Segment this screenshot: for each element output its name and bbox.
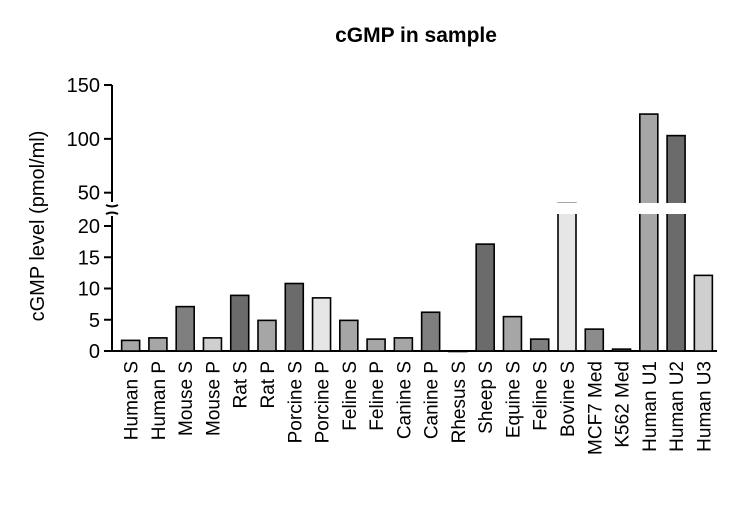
bar	[529, 338, 550, 352]
x-tick-label: K562 Med	[613, 361, 634, 448]
bar	[420, 311, 441, 352]
y-tick-label: 100	[67, 129, 100, 151]
x-tick-label: Canine S	[394, 361, 415, 439]
x-tick-label: Human U2	[667, 361, 688, 452]
x-tick-label: Feline S	[340, 361, 361, 431]
x-tick-label: Porcine S	[285, 361, 306, 443]
x-tick-label: Equine S	[503, 361, 524, 438]
bar	[639, 113, 659, 352]
x-tick-label: Human U1	[640, 361, 661, 452]
bar	[339, 319, 359, 352]
bar	[148, 337, 168, 352]
bar	[284, 282, 305, 352]
y-tick-label: 0	[89, 341, 100, 363]
x-tick-label: Feline S	[531, 361, 552, 431]
x-tick-label: Rhesus S	[449, 361, 470, 443]
bar	[611, 348, 632, 352]
x-axis-labels: Human S Human P Mouse S Mouse P Rat S Rat P Po…	[122, 361, 716, 455]
y-tick-label: 20	[78, 216, 100, 238]
axes	[104, 85, 717, 352]
bar	[693, 274, 714, 352]
x-tick-label: MCF7 Med	[585, 361, 606, 455]
x-tick-label: Canine P	[422, 361, 443, 439]
x-tick-label: Rat S	[231, 361, 252, 409]
y-tick-label: 5	[89, 310, 100, 332]
bar	[257, 319, 277, 352]
bar	[666, 134, 686, 352]
x-tick-label: Rat P	[258, 361, 279, 409]
x-tick-label: Sheep S	[476, 361, 497, 434]
axis-break-mark	[104, 202, 120, 216]
y-tick-label: 15	[78, 247, 100, 269]
y-tick-label: 10	[78, 279, 100, 301]
x-tick-label: Mouse S	[176, 361, 197, 436]
bar	[393, 337, 414, 352]
bar	[202, 337, 223, 352]
bar	[120, 339, 141, 352]
x-tick-label: Feline P	[367, 361, 388, 431]
y-axis-label: cGMP level (pmol/ml)	[27, 131, 49, 322]
x-tick-label: Bovine S	[558, 361, 579, 437]
x-tick-label: Human P	[149, 361, 170, 440]
x-tick-label: Porcine P	[313, 361, 334, 443]
bar	[475, 243, 495, 352]
bar	[502, 315, 523, 352]
bar	[175, 305, 195, 352]
bar	[311, 297, 332, 352]
bar	[229, 294, 250, 352]
x-tick-label: Human S	[122, 361, 143, 440]
y-tick-label: 150	[67, 75, 100, 97]
x-tick-label: Human U3	[694, 361, 715, 452]
bar	[448, 350, 468, 353]
break-gap	[556, 203, 688, 214]
y-ticks: 0 5 10 15 20 50 100 150	[67, 75, 112, 363]
bar	[366, 338, 386, 352]
bar	[557, 202, 577, 352]
bar	[584, 328, 605, 352]
y-tick-label: 50	[78, 183, 100, 205]
bars	[120, 113, 714, 353]
chart-title: cGMP in sample	[335, 24, 497, 47]
x-tick-label: Mouse P	[203, 361, 224, 436]
